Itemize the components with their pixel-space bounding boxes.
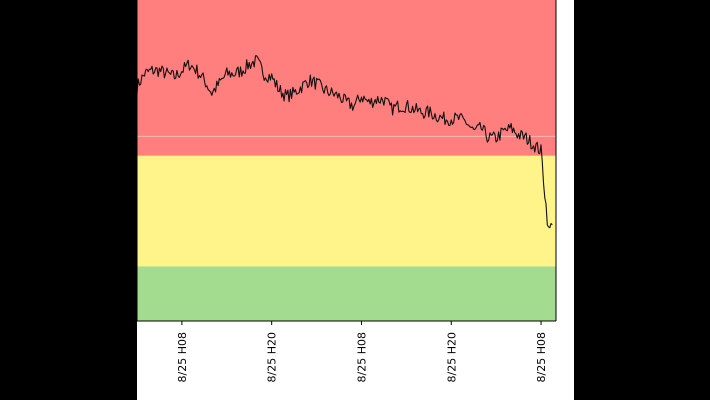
x-tick-label: 8/25 H08 [535, 332, 548, 382]
x-tick-label: 8/25 H08 [176, 332, 189, 382]
threshold-band-0 [137, 266, 556, 321]
threshold-band-1 [137, 155, 556, 267]
x-tick-label: 8/25 H20 [266, 332, 279, 382]
x-tick-label: 8/25 H20 [445, 332, 458, 382]
data-series-line-0 [136, 55, 553, 229]
x-tick-label: 8/25 H08 [355, 332, 368, 382]
threshold-band-2 [137, 0, 556, 156]
